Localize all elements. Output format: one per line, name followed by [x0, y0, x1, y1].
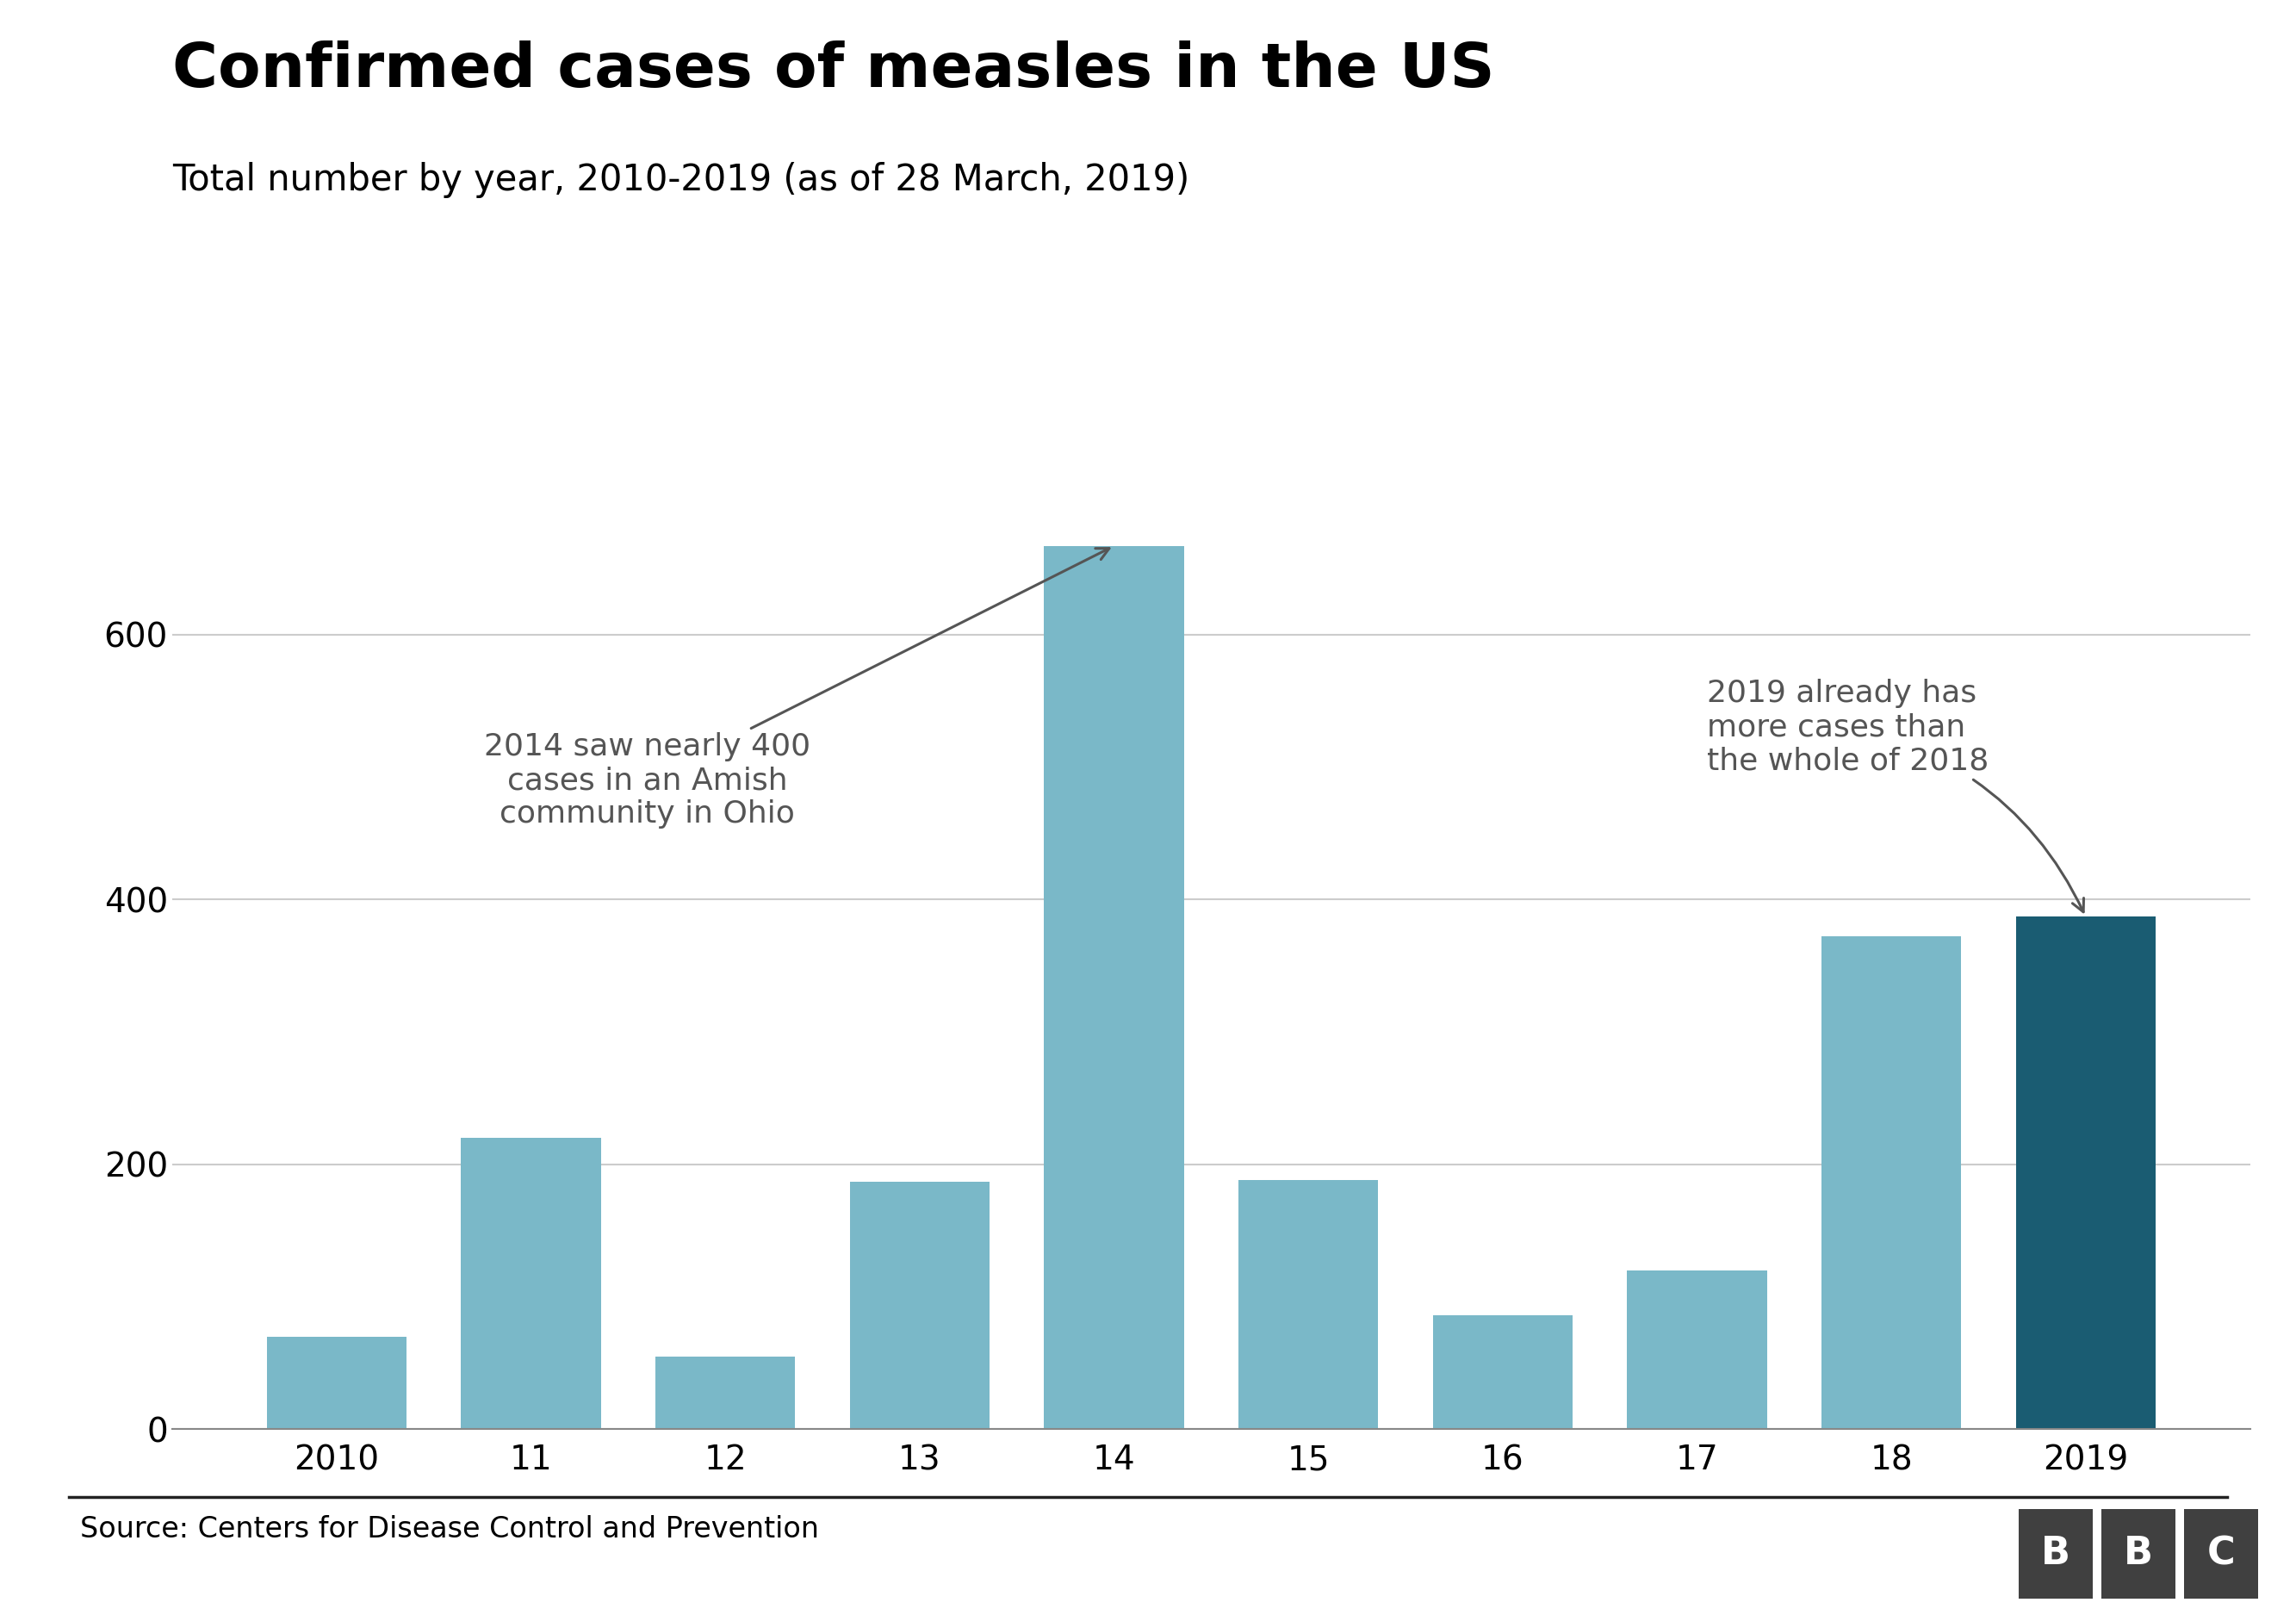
Bar — [2018, 1508, 2092, 1599]
Text: 2019 already has
more cases than
the whole of 2018: 2019 already has more cases than the who… — [1706, 678, 2085, 912]
Bar — [1628, 1271, 1768, 1429]
Bar — [654, 1357, 794, 1429]
Text: Source: Centers for Disease Control and Prevention: Source: Centers for Disease Control and … — [80, 1515, 820, 1544]
Bar — [2016, 917, 2156, 1429]
Bar — [1821, 937, 1961, 1429]
Bar — [266, 1337, 406, 1429]
Bar — [2101, 1508, 2174, 1599]
Text: B: B — [2041, 1536, 2071, 1571]
Bar — [1238, 1181, 1378, 1429]
Bar — [1045, 546, 1185, 1429]
Bar — [850, 1182, 990, 1429]
Text: B: B — [2124, 1536, 2154, 1571]
Text: 2014 saw nearly 400
cases in an Amish
community in Ohio: 2014 saw nearly 400 cases in an Amish co… — [484, 549, 1109, 828]
Bar — [461, 1139, 602, 1429]
Text: C: C — [2206, 1536, 2234, 1571]
Bar — [2183, 1508, 2257, 1599]
Text: Total number by year, 2010-2019 (as of 28 March, 2019): Total number by year, 2010-2019 (as of 2… — [172, 162, 1189, 197]
Bar — [1433, 1315, 1573, 1429]
Text: Confirmed cases of measles in the US: Confirmed cases of measles in the US — [172, 40, 1495, 100]
